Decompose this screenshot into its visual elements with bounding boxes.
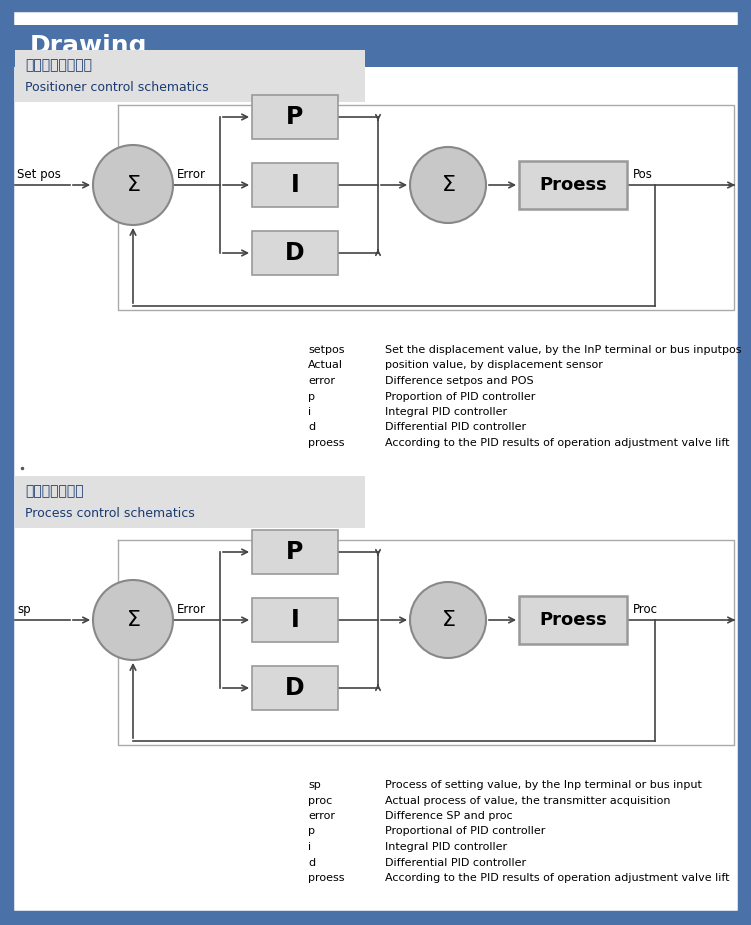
Text: 定位器控制原理图: 定位器控制原理图 <box>25 58 92 72</box>
Text: Process of setting value, by the Inp terminal or bus input: Process of setting value, by the Inp ter… <box>385 780 702 790</box>
Text: sp: sp <box>308 780 321 790</box>
Text: Process control schematics: Process control schematics <box>25 507 195 520</box>
Text: Pos: Pos <box>633 168 653 181</box>
Bar <box>252 231 338 275</box>
Bar <box>252 163 338 207</box>
Text: P: P <box>286 105 303 129</box>
Text: Proportion of PID controller: Proportion of PID controller <box>385 391 535 401</box>
Text: p: p <box>308 391 315 401</box>
Text: sp: sp <box>17 603 31 616</box>
Text: I: I <box>291 608 300 632</box>
Text: Error: Error <box>177 168 206 181</box>
Text: Proc: Proc <box>633 603 658 616</box>
Text: Proess: Proess <box>539 611 607 629</box>
Text: proess: proess <box>308 438 345 448</box>
Text: Actual process of value, the transmitter acquisition: Actual process of value, the transmitter… <box>385 796 671 806</box>
Text: D: D <box>285 676 305 700</box>
Ellipse shape <box>410 147 486 223</box>
Text: $\Sigma$: $\Sigma$ <box>125 610 140 630</box>
Text: Integral PID controller: Integral PID controller <box>385 407 507 417</box>
Text: Differential PID controller: Differential PID controller <box>385 857 526 868</box>
Bar <box>12 25 739 67</box>
Text: I: I <box>291 173 300 197</box>
Text: setpos: setpos <box>308 345 345 355</box>
Text: According to the PID results of operation adjustment valve lift: According to the PID results of operatio… <box>385 873 729 883</box>
Bar <box>519 596 627 644</box>
Text: Set pos: Set pos <box>17 168 61 181</box>
Ellipse shape <box>410 582 486 658</box>
Text: Integral PID controller: Integral PID controller <box>385 842 507 852</box>
Text: i: i <box>308 842 311 852</box>
Bar <box>252 666 338 710</box>
Text: Drawing: Drawing <box>30 34 147 58</box>
Text: d: d <box>308 423 315 433</box>
Text: p: p <box>308 827 315 836</box>
Text: Proportional of PID controller: Proportional of PID controller <box>385 827 545 836</box>
Text: error: error <box>308 376 335 386</box>
Ellipse shape <box>93 580 173 660</box>
Ellipse shape <box>93 145 173 225</box>
Text: $\Sigma$: $\Sigma$ <box>441 175 455 195</box>
Text: According to the PID results of operation adjustment valve lift: According to the PID results of operatio… <box>385 438 729 448</box>
Text: $\Sigma$: $\Sigma$ <box>441 610 455 630</box>
Text: Error: Error <box>177 603 206 616</box>
Text: Positioner control schematics: Positioner control schematics <box>25 81 209 94</box>
Text: Actual: Actual <box>308 361 343 371</box>
Text: Difference SP and proc: Difference SP and proc <box>385 811 513 821</box>
Bar <box>15 476 365 528</box>
Text: 过程控制示意图: 过程控制示意图 <box>25 485 83 499</box>
Text: d: d <box>308 857 315 868</box>
Text: Differential PID controller: Differential PID controller <box>385 423 526 433</box>
Text: D: D <box>285 241 305 265</box>
Text: error: error <box>308 811 335 821</box>
Bar <box>15 50 365 102</box>
Text: Set the displacement value, by the InP terminal or bus inputpos: Set the displacement value, by the InP t… <box>385 345 741 355</box>
Text: position value, by displacement sensor: position value, by displacement sensor <box>385 361 603 371</box>
Text: proess: proess <box>308 873 345 883</box>
Bar <box>252 95 338 139</box>
Bar <box>252 598 338 642</box>
Text: $\Sigma$: $\Sigma$ <box>125 175 140 195</box>
Text: Difference setpos and POS: Difference setpos and POS <box>385 376 534 386</box>
Text: Proess: Proess <box>539 176 607 194</box>
Text: i: i <box>308 407 311 417</box>
Text: P: P <box>286 540 303 564</box>
Bar <box>519 161 627 209</box>
Text: proc: proc <box>308 796 332 806</box>
Bar <box>252 530 338 574</box>
